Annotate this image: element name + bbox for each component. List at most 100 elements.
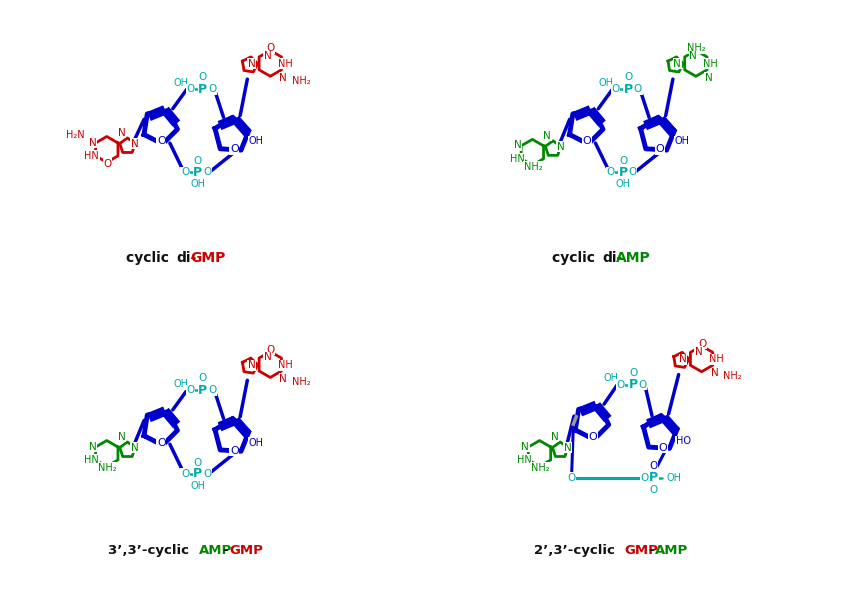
Text: O: O	[617, 380, 625, 389]
Text: NH₂: NH₂	[524, 161, 543, 172]
Polygon shape	[545, 141, 561, 155]
Text: O: O	[639, 380, 647, 389]
Polygon shape	[521, 139, 544, 165]
Polygon shape	[685, 50, 707, 76]
Text: N: N	[89, 137, 96, 148]
Text: O: O	[230, 145, 239, 154]
Text: -: -	[648, 544, 654, 557]
Text: N: N	[89, 442, 96, 452]
Text: N: N	[118, 432, 126, 442]
Text: N: N	[280, 374, 287, 384]
Text: OH: OH	[190, 481, 206, 491]
Text: OH: OH	[190, 179, 206, 190]
Text: di-: di-	[176, 251, 197, 265]
Text: AMP: AMP	[654, 544, 688, 557]
Text: O: O	[568, 473, 576, 483]
Text: P: P	[199, 384, 207, 397]
Text: N: N	[689, 51, 697, 61]
Polygon shape	[144, 412, 177, 445]
Text: GMP: GMP	[230, 544, 263, 557]
Text: N: N	[263, 352, 271, 362]
Text: O: O	[624, 72, 633, 82]
Text: cyclic: cyclic	[126, 251, 175, 265]
Text: N: N	[514, 140, 522, 151]
Text: P: P	[624, 83, 633, 95]
Polygon shape	[120, 138, 135, 152]
Polygon shape	[259, 352, 281, 377]
Text: O: O	[181, 469, 189, 479]
Text: O: O	[199, 72, 207, 82]
Polygon shape	[691, 346, 713, 372]
Text: O: O	[588, 432, 597, 442]
Text: AMP: AMP	[616, 251, 650, 265]
Text: N: N	[280, 73, 287, 83]
Text: N: N	[131, 139, 138, 149]
Text: NH: NH	[703, 59, 718, 69]
Text: NH: NH	[278, 360, 292, 370]
Text: cyclic: cyclic	[552, 251, 599, 265]
Text: O: O	[194, 458, 202, 467]
Text: P: P	[194, 166, 202, 179]
Text: OH: OH	[249, 437, 264, 448]
Text: OH: OH	[616, 179, 630, 190]
Text: O: O	[181, 167, 189, 178]
Text: O: O	[606, 167, 615, 178]
Text: HN: HN	[517, 455, 532, 465]
Text: O: O	[267, 43, 275, 53]
Text: O: O	[582, 136, 591, 146]
Text: O: O	[203, 469, 212, 479]
Polygon shape	[668, 57, 683, 72]
Text: GMP: GMP	[624, 544, 658, 557]
Text: O: O	[629, 167, 637, 178]
Polygon shape	[215, 418, 249, 451]
Polygon shape	[528, 440, 550, 466]
Polygon shape	[569, 110, 603, 144]
Text: O: O	[655, 145, 665, 154]
Text: di-: di-	[602, 251, 623, 265]
Text: O: O	[157, 437, 166, 448]
Text: O: O	[649, 461, 658, 472]
Text: OH: OH	[249, 136, 264, 146]
Text: O: O	[611, 84, 620, 94]
Text: N: N	[248, 59, 255, 69]
Text: GMP: GMP	[190, 251, 225, 265]
Text: N: N	[695, 347, 703, 356]
Text: N: N	[544, 131, 551, 140]
Text: N: N	[705, 73, 713, 83]
Text: O: O	[199, 373, 207, 383]
Text: P: P	[629, 378, 638, 391]
Text: P: P	[199, 83, 207, 95]
Polygon shape	[575, 406, 609, 439]
Text: O: O	[659, 443, 667, 453]
Text: O: O	[698, 339, 706, 349]
Polygon shape	[243, 358, 257, 373]
Polygon shape	[259, 50, 281, 76]
Text: O: O	[634, 84, 642, 94]
Text: AMP: AMP	[199, 544, 232, 557]
Polygon shape	[144, 110, 177, 144]
Text: 3’,3’-cyclic: 3’,3’-cyclic	[108, 544, 194, 557]
Text: HN: HN	[84, 151, 99, 161]
Text: HN: HN	[84, 455, 99, 465]
Text: N: N	[521, 442, 529, 452]
Text: O: O	[267, 344, 275, 355]
Text: N: N	[248, 360, 255, 370]
Text: N: N	[263, 51, 271, 61]
Polygon shape	[95, 137, 118, 163]
Text: NH: NH	[278, 59, 292, 69]
Polygon shape	[215, 118, 249, 150]
Text: P: P	[649, 472, 658, 484]
Text: HO: HO	[676, 436, 691, 446]
Text: O: O	[203, 167, 212, 178]
Text: OH: OH	[599, 78, 614, 88]
Text: -: -	[223, 544, 228, 557]
Text: N: N	[556, 142, 564, 152]
Text: O: O	[208, 385, 217, 395]
Text: NH₂: NH₂	[292, 377, 310, 387]
Text: N: N	[673, 59, 681, 69]
Text: O: O	[208, 84, 217, 94]
Polygon shape	[95, 440, 118, 466]
Text: NH₂: NH₂	[723, 371, 741, 381]
Text: NH₂: NH₂	[531, 463, 550, 473]
Text: O: O	[157, 136, 166, 146]
